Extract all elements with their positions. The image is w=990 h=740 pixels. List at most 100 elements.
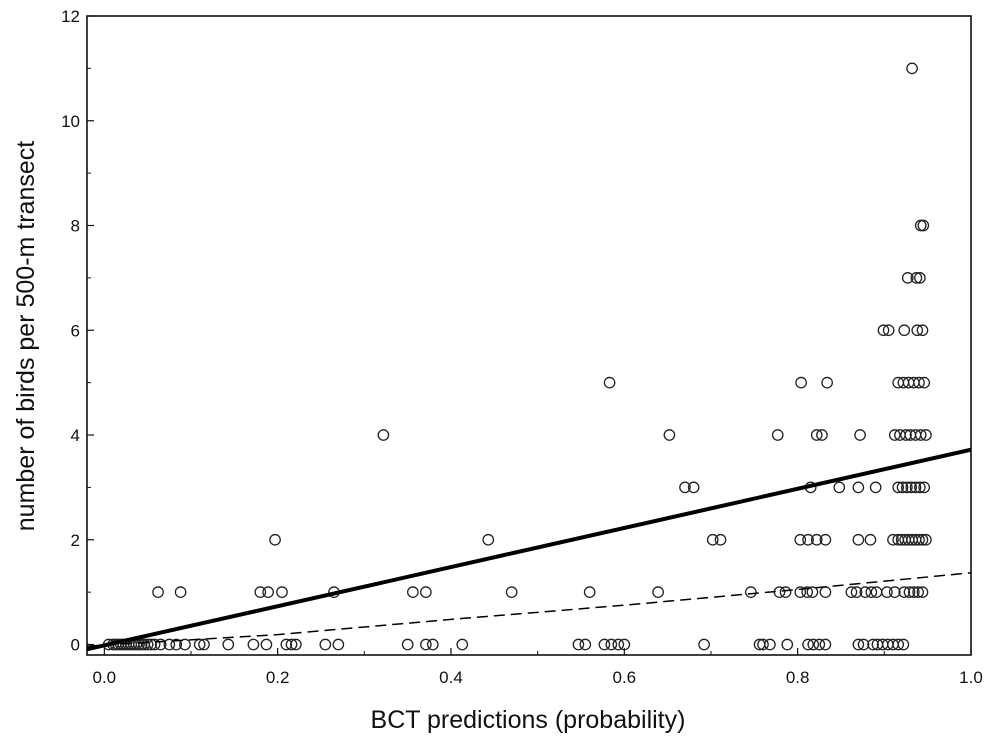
scatter-point (903, 586, 916, 598)
x-tick-label: 1.0 (959, 668, 983, 687)
scatter-point (900, 429, 912, 441)
scatter-point (892, 638, 905, 651)
scatter-point (914, 429, 927, 441)
scatter-point (920, 533, 932, 546)
scatter-point (706, 533, 719, 546)
scatter-point (145, 638, 157, 651)
scatter-point (911, 324, 924, 337)
scatter-point (869, 481, 882, 494)
scatter-point (881, 586, 893, 598)
scatter-point (887, 533, 899, 546)
scatter-point (771, 429, 784, 441)
scatter-point (779, 586, 792, 598)
x-tick-label: 0.8 (786, 668, 810, 687)
scatter-point (852, 481, 865, 494)
scatter-point (198, 638, 210, 651)
scatter-point (845, 586, 858, 598)
scatter-point (663, 429, 676, 441)
scatter-point (222, 638, 235, 651)
scatter-point (917, 219, 930, 232)
scatter-point (901, 481, 913, 494)
scatter-point (898, 586, 911, 598)
scatter-point (897, 638, 910, 651)
scatter-point (810, 429, 823, 441)
scatter-point (698, 638, 710, 651)
scatter-point (332, 638, 345, 651)
scatter-point (247, 638, 260, 651)
scatter-point (401, 638, 414, 651)
scatter-point (802, 638, 814, 651)
scatter-point (916, 324, 929, 337)
scatter-point (896, 481, 909, 494)
scatter-point (377, 429, 390, 441)
scatter-point (912, 586, 924, 598)
scatter-point (420, 586, 432, 598)
scatter-point (280, 638, 293, 651)
scatter-point (262, 586, 274, 598)
x-axis: 0.0 0.2 0.4 0.6 0.8 1.0 (93, 648, 983, 687)
scatter-point (456, 638, 469, 651)
scatter-point (916, 533, 929, 546)
scatter-point (810, 533, 823, 546)
scatter-point (857, 638, 870, 651)
fit-line-dashed (87, 572, 971, 647)
y-tick-label: 2 (71, 531, 80, 550)
scatter-point (913, 533, 925, 546)
y-axis: 0 2 4 6 8 10 12 (61, 7, 94, 655)
scatter-point (269, 533, 281, 546)
scatter-point (605, 638, 618, 651)
scatter-point (420, 638, 432, 651)
y-tick-label: 4 (71, 426, 80, 445)
scatter-point (572, 638, 585, 651)
scatter-point (852, 638, 865, 651)
scatter-point (859, 586, 872, 598)
scatter-point (892, 481, 905, 494)
scatter-point (505, 586, 518, 598)
scatter-point (757, 638, 769, 651)
scatter-point (290, 638, 302, 651)
scatter-point (285, 638, 298, 651)
scatter-point (907, 586, 920, 598)
scatter-point (612, 638, 625, 651)
scatter-point (888, 586, 901, 598)
scatter-point (898, 324, 911, 337)
fit-line-solid (87, 447, 971, 652)
scatter-point (679, 481, 691, 494)
y-tick-label: 6 (71, 321, 80, 340)
scatter-point (819, 638, 832, 651)
plot-frame (86, 15, 972, 656)
scatter-point (254, 586, 267, 598)
scatter-point (179, 638, 191, 651)
scatter-point (833, 481, 846, 494)
scatter-point (901, 272, 914, 284)
scatter-point (813, 638, 826, 651)
scatter-point (913, 376, 925, 389)
scatter-point (482, 533, 495, 546)
scatter-point (148, 638, 161, 651)
scatter-point (794, 533, 807, 546)
scatter-point (745, 586, 757, 598)
scatter-point (260, 638, 273, 651)
scatter-point (801, 586, 814, 598)
y-tick-label: 10 (61, 112, 80, 131)
scatter-point (426, 638, 439, 651)
scatter-point (905, 481, 918, 494)
y-axis-title: number of birds per 500-m transect (12, 141, 40, 532)
scatter-point (882, 324, 895, 337)
scatter-point (854, 429, 866, 441)
scatter-point (888, 429, 901, 441)
scatter-point (910, 272, 923, 284)
scatter-point (916, 586, 929, 598)
y-tick-label: 8 (71, 217, 80, 236)
scatter-point (918, 481, 931, 494)
scatter-point (795, 376, 807, 389)
x-tick-label: 0.2 (266, 668, 290, 687)
scatter-point (687, 481, 700, 494)
x-tick-label: 0.6 (613, 668, 637, 687)
scatter-point (163, 638, 176, 651)
scatter-point (850, 586, 863, 598)
scatter-point (806, 586, 819, 598)
scatter-point (821, 376, 833, 389)
scatter-point (852, 533, 865, 546)
